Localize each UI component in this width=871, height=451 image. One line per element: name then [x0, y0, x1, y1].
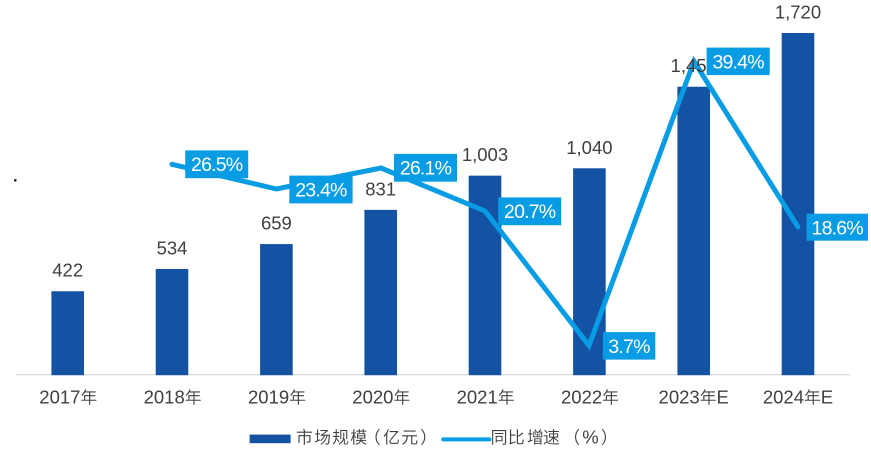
svg-text:3.7%: 3.7%: [608, 336, 650, 358]
svg-text:1,720: 1,720: [775, 2, 821, 23]
svg-text:534: 534: [157, 238, 188, 259]
svg-text:39.4%: 39.4%: [712, 51, 764, 73]
svg-text:659: 659: [261, 213, 292, 234]
svg-text:831: 831: [365, 178, 396, 199]
svg-text:23.4%: 23.4%: [295, 179, 347, 201]
svg-text:18.6%: 18.6%: [812, 217, 864, 239]
svg-text:2022: 2022: [561, 386, 602, 407]
svg-text:2019: 2019: [248, 386, 289, 407]
svg-text:2023: 2023: [659, 386, 700, 407]
svg-text:20.7%: 20.7%: [504, 201, 556, 223]
svg-text:2024: 2024: [763, 386, 804, 407]
svg-text:E: E: [717, 386, 729, 407]
svg-text:26.1%: 26.1%: [400, 158, 452, 180]
svg-text:2021: 2021: [457, 386, 498, 407]
svg-text:1,450: 1,450: [671, 55, 717, 76]
svg-text:2020: 2020: [352, 386, 393, 407]
svg-text:422: 422: [52, 260, 83, 281]
svg-text:%: %: [582, 426, 598, 447]
svg-text:2018: 2018: [144, 386, 185, 407]
svg-text:1,040: 1,040: [566, 137, 612, 158]
svg-text:26.5%: 26.5%: [191, 154, 243, 176]
svg-text:E: E: [821, 386, 833, 407]
svg-text:1,003: 1,003: [462, 144, 508, 165]
svg-text:2017: 2017: [39, 386, 80, 407]
